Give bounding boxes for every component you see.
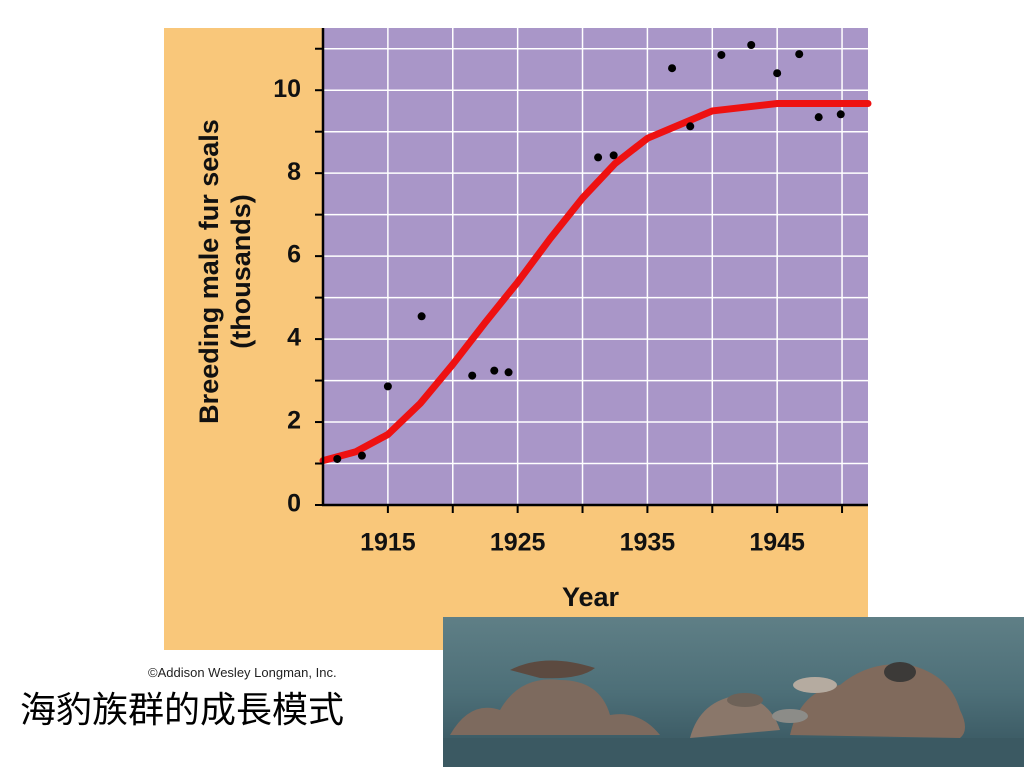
data-point — [814, 113, 823, 122]
data-point — [747, 41, 756, 50]
x-tick-label: 1935 — [620, 529, 676, 557]
credit: ©Addison Wesley Longman, Inc. — [148, 665, 337, 680]
data-point — [594, 153, 603, 162]
axes: 0 2 4 6 8 10 1915 1925 1935 1945 Year Breeding male… — [194, 28, 868, 612]
caption: 海豹族群的成長模式 — [20, 690, 344, 731]
data-point — [795, 50, 804, 59]
grid — [323, 28, 868, 505]
y-tick-label: 10 — [273, 75, 301, 103]
data-point — [609, 151, 618, 160]
data-point — [417, 312, 426, 321]
data-point — [468, 371, 477, 380]
x-tick-label: 1945 — [749, 529, 805, 557]
plot-area — [323, 28, 868, 505]
data-point — [773, 69, 782, 78]
data-point — [686, 122, 695, 131]
data-point — [383, 382, 392, 391]
y-tick-label: 4 — [287, 324, 301, 352]
x-tick-label: 1925 — [490, 529, 546, 557]
fit-curve — [319, 99, 872, 465]
y-axis-label: Breeding male fur seals — [194, 119, 224, 424]
data-point — [490, 366, 499, 375]
data-point — [333, 454, 342, 463]
y-tick-label: 8 — [287, 158, 301, 186]
y-axis-label: (thousands) — [226, 194, 256, 349]
data-point — [717, 50, 726, 59]
data-point — [357, 451, 366, 460]
y-tick-label: 2 — [287, 407, 301, 435]
data-point — [836, 110, 845, 119]
x-tick-label: 1915 — [360, 529, 416, 557]
y-tick-label: 0 — [287, 490, 301, 518]
x-axis-label: Year — [562, 582, 620, 612]
y-tick-label: 6 — [287, 241, 301, 269]
data-point — [504, 368, 513, 377]
data-point — [668, 64, 677, 73]
seal-photo — [443, 617, 1024, 767]
data-marks — [319, 41, 872, 465]
